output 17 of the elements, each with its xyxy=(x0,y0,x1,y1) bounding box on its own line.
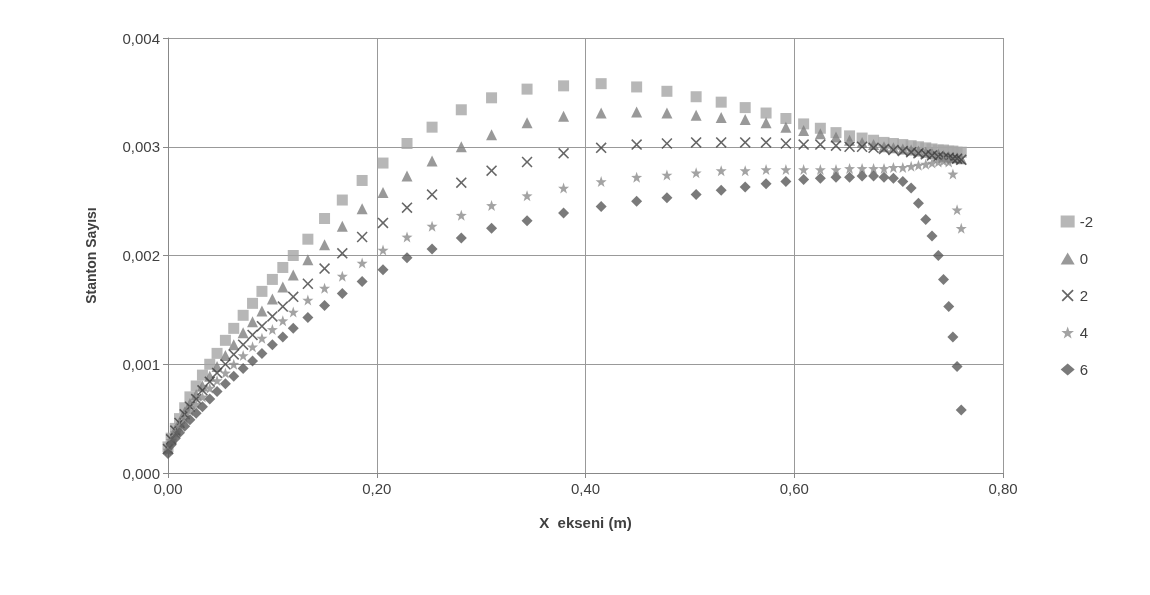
legend-label: 0 xyxy=(1079,250,1089,267)
y-tick-label: 0,003 xyxy=(122,138,160,156)
y-tick-label: 0,000 xyxy=(122,464,160,482)
x-tick-label: 0,80 xyxy=(988,480,1018,497)
x-tick-label: 0,40 xyxy=(570,480,601,497)
x-axis-title: X ekseni (m) xyxy=(539,514,632,531)
legend-label: 2 xyxy=(1079,287,1089,304)
legend-label: 6 xyxy=(1079,361,1089,378)
legend-label: 4 xyxy=(1079,324,1089,341)
y-tick-label: 0,002 xyxy=(122,247,160,264)
x-tick-label: 0,00 xyxy=(153,480,183,497)
y-axis-title: Stanton Sayısı xyxy=(83,207,99,304)
y-tick-label: 0,004 xyxy=(122,29,160,47)
legend-label: -2 xyxy=(1079,213,1094,230)
x-tick-label: 0,60 xyxy=(779,480,809,497)
y-tick-label: 0,001 xyxy=(122,355,160,373)
x-tick-label: 0,20 xyxy=(362,480,392,497)
